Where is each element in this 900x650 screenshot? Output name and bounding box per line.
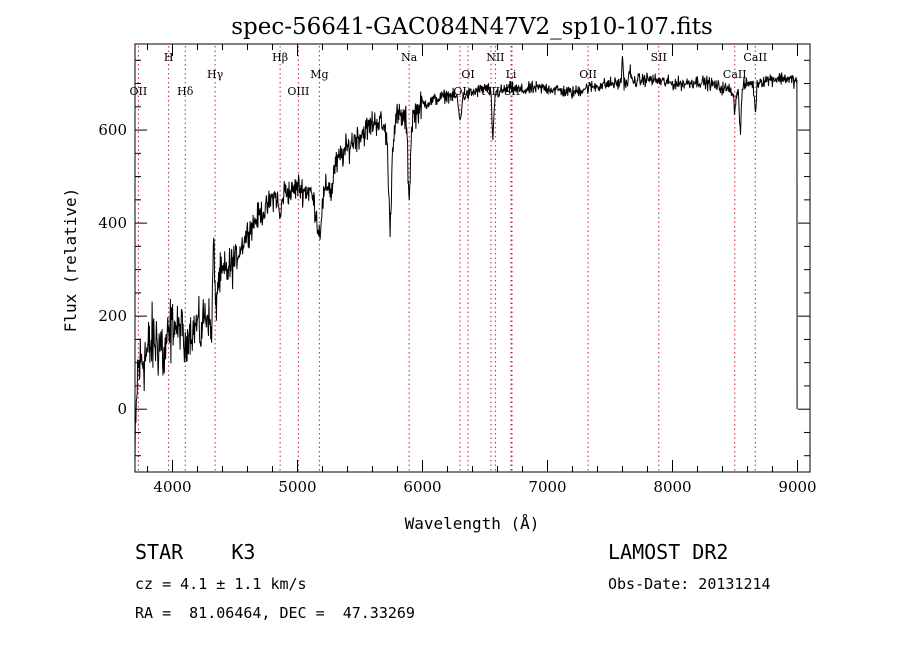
axis-ticks	[135, 44, 810, 472]
line-label-3: Hγ	[207, 68, 224, 81]
x-axis-tick-labels: 4000 5000 6000 7000 8000 9000	[153, 478, 816, 496]
line-label-5: OIII	[287, 85, 309, 98]
line-label-4: Hβ	[272, 51, 288, 64]
spectrum-chart: spec-56641-GAC084N47V2_sp10-107.fits OII…	[61, 14, 817, 533]
redshift-text: cz = 4.1 ± 1.1 km/s	[135, 575, 307, 593]
observation-date: Obs-Date: 20131214	[608, 575, 771, 593]
line-label-7: Na	[401, 51, 418, 64]
line-label-14: OII	[579, 68, 597, 81]
survey-name: LAMOST DR2	[608, 540, 729, 564]
x-tick-label: 4000	[153, 478, 191, 496]
line-label-11: NII	[486, 51, 504, 64]
spectrum-series	[134, 56, 798, 462]
x-axis-label: Wavelength (Å)	[405, 514, 540, 533]
object-class-label: STAR	[135, 540, 184, 564]
x-tick-label: 9000	[778, 478, 816, 496]
line-markers	[137, 46, 756, 472]
object-class: STAR K3	[135, 540, 255, 564]
line-label-15: SII	[651, 51, 667, 64]
object-subclass: K3	[231, 540, 256, 564]
y-tick-label: 600	[98, 121, 127, 139]
x-tick-label: 6000	[403, 478, 441, 496]
y-axis-tick-labels: 0 200 400 600	[98, 121, 127, 418]
line-label-16: CaII	[723, 68, 747, 81]
line-label-2: Hδ	[177, 85, 194, 98]
line-labels: OIIHHδHγHβOIIIMgNaOIOINIINIILiSIIOIISIIC…	[130, 51, 768, 98]
coordinates-text: RA = 81.06464, DEC = 47.33269	[135, 604, 415, 622]
y-axis-label: Flux (relative)	[61, 188, 80, 333]
line-label-17: CaII	[743, 51, 767, 64]
y-tick-label: 200	[98, 307, 127, 325]
line-label-6: Mg	[310, 68, 328, 81]
line-label-0: OII	[130, 85, 148, 98]
x-tick-label: 7000	[528, 478, 566, 496]
y-tick-label: 0	[117, 400, 127, 418]
line-label-12: Li	[506, 68, 517, 81]
line-label-1: H	[164, 51, 174, 64]
x-tick-label: 5000	[278, 478, 316, 496]
y-tick-label: 400	[98, 214, 127, 232]
line-label-9: OI	[461, 68, 474, 81]
x-tick-label: 8000	[653, 478, 691, 496]
chart-title: spec-56641-GAC084N47V2_sp10-107.fits	[231, 14, 713, 40]
